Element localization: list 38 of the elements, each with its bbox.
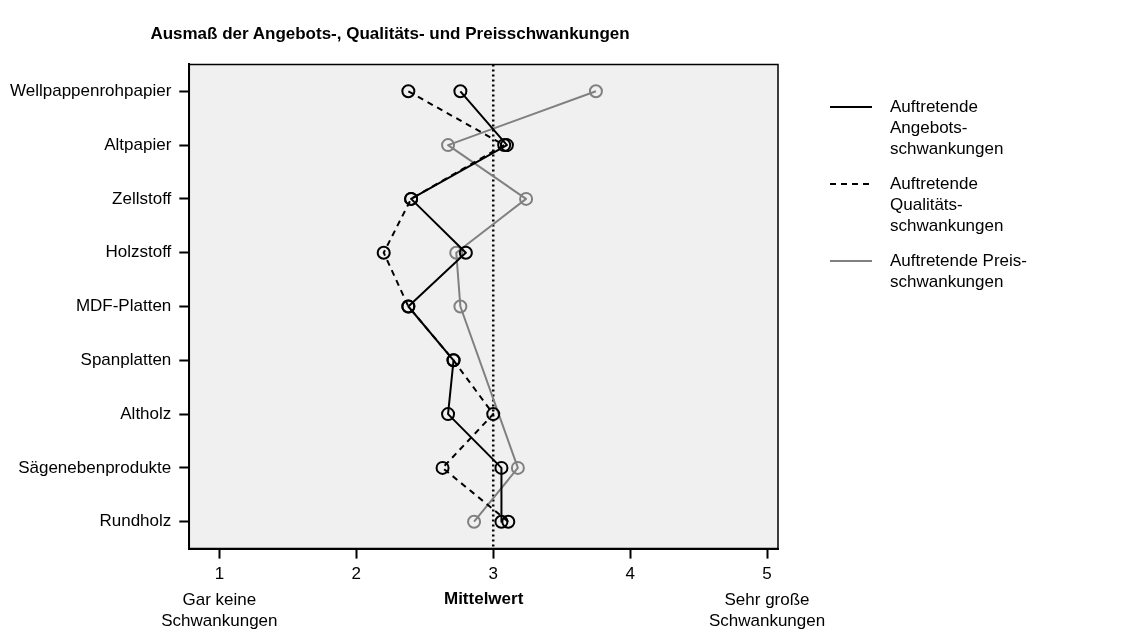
x-tick-label: 5 — [762, 564, 772, 584]
legend-label: Auftretende Qualitäts-schwankungen — [890, 173, 1005, 236]
point — [458, 245, 473, 260]
point — [453, 84, 468, 99]
point — [494, 514, 509, 529]
point — [588, 84, 603, 99]
point — [441, 138, 456, 153]
point — [441, 407, 456, 422]
y-tick-label: Sägenebenprodukte — [18, 457, 172, 477]
y-tick-label: Altholz — [120, 403, 172, 423]
point — [494, 460, 509, 475]
x-tick-label: 1 — [214, 564, 225, 584]
legend-label: Auftretende Angebots-schwankungen — [890, 96, 1005, 159]
point — [510, 460, 525, 475]
y-tick-label: Holzstoff — [105, 242, 172, 262]
point — [435, 460, 450, 475]
point — [449, 245, 464, 260]
y-tick-label: Wellpappenrohpapier — [9, 80, 172, 100]
y-tick-label: Altpapier — [104, 134, 172, 154]
y-tick-label: Spanplatten — [80, 349, 172, 369]
point — [453, 299, 468, 314]
point — [519, 191, 534, 206]
y-tick-label: Rundholz — [99, 511, 172, 531]
x-tick-label: 3 — [488, 564, 498, 584]
chart-title: Ausmaß der Angebots-, Qualitäts- und Preisschwankungen — [150, 23, 630, 43]
point — [486, 407, 501, 422]
point — [467, 514, 482, 529]
legend-label: Auftretende Preis-schwankungen — [890, 250, 1028, 292]
y-tick-label: Zellstoff — [112, 188, 172, 208]
x-axis-title: Mittelwert — [443, 588, 524, 609]
text: Sehr große Schwankungen — [707, 588, 827, 631]
point — [501, 514, 516, 529]
x-tick-label: 4 — [625, 564, 635, 584]
point — [401, 84, 416, 99]
text: Gar keine Schwankungen — [160, 588, 279, 631]
y-tick-label: MDF-Platten — [75, 296, 172, 316]
x-tick-label: 2 — [351, 564, 362, 584]
point — [376, 245, 391, 260]
